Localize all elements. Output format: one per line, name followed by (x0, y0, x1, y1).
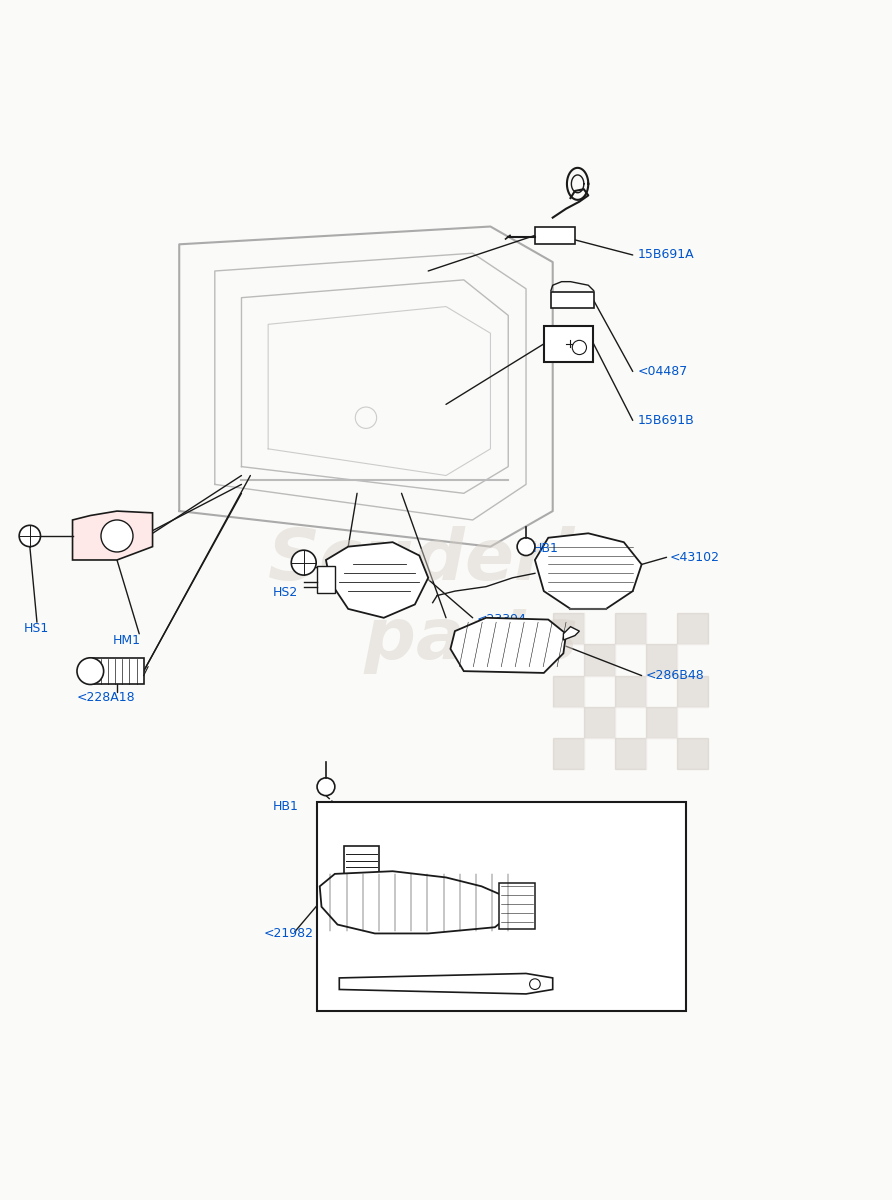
Text: Scuderia
  parts: Scuderia parts (268, 526, 624, 674)
Polygon shape (450, 618, 566, 673)
Bar (677, 676, 708, 707)
Circle shape (77, 658, 103, 684)
Bar (544, 326, 592, 361)
Bar (551, 293, 593, 308)
Bar (535, 227, 575, 245)
Circle shape (573, 341, 587, 354)
Text: HM1: HM1 (112, 634, 141, 647)
Text: <21982: <21982 (264, 926, 314, 940)
Text: <278A72: <278A72 (539, 980, 598, 994)
Bar (646, 644, 677, 676)
Text: 15B691A: 15B691A (637, 248, 694, 262)
Bar (584, 613, 615, 644)
Bar (500, 883, 535, 929)
Polygon shape (564, 626, 580, 640)
Text: <04487: <04487 (637, 365, 688, 378)
Text: 15B691B: 15B691B (637, 414, 694, 427)
Text: <43102: <43102 (670, 551, 720, 564)
Bar (677, 707, 708, 738)
Bar (677, 738, 708, 769)
Bar (317, 566, 334, 593)
Bar (317, 802, 686, 1010)
Text: <228A18: <228A18 (77, 691, 136, 704)
Text: <23394: <23394 (477, 613, 527, 626)
Bar (343, 846, 379, 880)
Bar (646, 707, 677, 738)
Bar (90, 658, 144, 684)
Polygon shape (72, 511, 153, 560)
Bar (584, 707, 615, 738)
Circle shape (292, 551, 316, 575)
Bar (553, 738, 584, 769)
Polygon shape (319, 871, 513, 934)
Text: HS2: HS2 (273, 587, 298, 599)
Bar (553, 676, 584, 707)
Bar (677, 613, 708, 644)
Circle shape (530, 979, 541, 990)
Bar (584, 644, 615, 676)
Polygon shape (535, 533, 641, 608)
Bar (615, 707, 646, 738)
Bar (615, 613, 646, 644)
Bar (646, 613, 677, 644)
Text: HB1: HB1 (533, 542, 559, 554)
Bar (615, 644, 646, 676)
Polygon shape (339, 973, 553, 994)
Text: <06066: <06066 (477, 875, 527, 888)
Text: HB1: HB1 (273, 799, 299, 812)
Circle shape (317, 778, 334, 796)
Text: <286B48: <286B48 (646, 670, 705, 682)
Circle shape (101, 520, 133, 552)
Text: HS1: HS1 (23, 622, 49, 635)
Bar (584, 738, 615, 769)
Circle shape (517, 538, 535, 556)
Bar (615, 676, 646, 707)
Bar (553, 613, 584, 644)
Bar (677, 644, 708, 676)
Bar (584, 676, 615, 707)
Bar (646, 676, 677, 707)
Bar (553, 707, 584, 738)
Bar (615, 738, 646, 769)
Circle shape (19, 526, 40, 547)
Polygon shape (326, 542, 428, 618)
Bar (553, 644, 584, 676)
Bar (646, 738, 677, 769)
